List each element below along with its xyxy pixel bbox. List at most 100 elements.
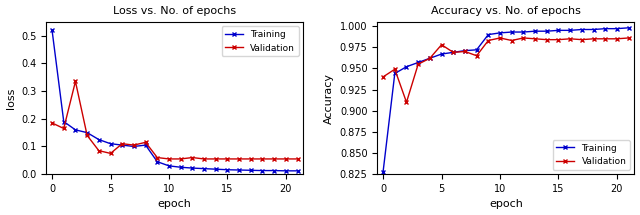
Validation [566, 38, 574, 40]
Training [236, 169, 243, 171]
Validation [60, 127, 68, 130]
Validation [282, 158, 290, 160]
Validation [625, 37, 632, 39]
Training [141, 144, 149, 146]
Line: Training: Training [50, 28, 300, 173]
Validation [223, 158, 231, 160]
Validation [613, 38, 621, 40]
Training [177, 166, 184, 169]
Y-axis label: Accuracy: Accuracy [324, 72, 334, 124]
Training [83, 131, 91, 134]
Training [391, 72, 399, 75]
Validation [461, 50, 468, 53]
Validation [589, 38, 597, 40]
Validation [414, 63, 422, 66]
Training [403, 65, 410, 68]
Validation [165, 158, 173, 160]
Validation [189, 156, 196, 159]
X-axis label: epoch: epoch [158, 200, 192, 209]
Training [602, 27, 609, 30]
Training [426, 57, 434, 60]
Training [60, 120, 68, 123]
Training [520, 31, 527, 33]
Validation [270, 158, 278, 160]
Training [130, 145, 138, 148]
Training [543, 30, 550, 32]
Validation [531, 38, 539, 40]
Validation [520, 37, 527, 39]
Validation [48, 122, 56, 124]
Validation [543, 38, 550, 41]
Validation [403, 101, 410, 104]
Line: Validation: Validation [381, 35, 631, 105]
Validation [212, 158, 220, 160]
Line: Training: Training [381, 25, 631, 174]
Training [247, 169, 255, 172]
Validation [83, 134, 91, 137]
Training [270, 169, 278, 172]
Training [625, 26, 632, 29]
Validation [496, 37, 504, 39]
Training [449, 51, 457, 54]
Validation [107, 152, 115, 155]
Validation [508, 39, 516, 42]
Training [282, 170, 290, 172]
Y-axis label: loss: loss [6, 87, 15, 109]
Training [566, 29, 574, 32]
Training [259, 169, 266, 172]
Training [294, 170, 301, 172]
Training [154, 160, 161, 163]
Validation [259, 158, 266, 160]
Validation [72, 80, 79, 83]
Training [380, 170, 387, 173]
Validation [555, 38, 563, 41]
Training [589, 28, 597, 31]
Validation [391, 68, 399, 71]
Legend: Training, Validation: Training, Validation [221, 26, 299, 56]
Validation [438, 43, 445, 46]
Validation [578, 38, 586, 41]
X-axis label: epoch: epoch [489, 200, 523, 209]
Training [212, 168, 220, 170]
Training [189, 167, 196, 169]
Validation [130, 144, 138, 146]
Training [613, 27, 621, 30]
Training [223, 168, 231, 171]
Validation [118, 142, 126, 145]
Validation [141, 141, 149, 144]
Training [95, 138, 102, 141]
Training [438, 53, 445, 55]
Training [48, 29, 56, 31]
Training [200, 167, 208, 170]
Title: Accuracy vs. No. of epochs: Accuracy vs. No. of epochs [431, 6, 580, 15]
Validation [484, 39, 492, 42]
Training [165, 164, 173, 167]
Training [473, 49, 481, 51]
Training [118, 144, 126, 146]
Training [578, 28, 586, 31]
Training [72, 129, 79, 131]
Validation [449, 51, 457, 54]
Validation [154, 156, 161, 159]
Validation [177, 158, 184, 160]
Training [508, 31, 516, 33]
Validation [473, 54, 481, 57]
Training [461, 49, 468, 52]
Legend: Training, Validation: Training, Validation [552, 140, 630, 170]
Validation [602, 38, 609, 40]
Training [484, 33, 492, 36]
Validation [380, 76, 387, 78]
Validation [200, 158, 208, 160]
Title: Loss vs. No. of epochs: Loss vs. No. of epochs [113, 6, 236, 15]
Validation [294, 158, 301, 160]
Training [531, 30, 539, 32]
Training [107, 142, 115, 145]
Validation [236, 158, 243, 160]
Validation [95, 149, 102, 152]
Validation [247, 158, 255, 160]
Training [496, 32, 504, 34]
Training [414, 61, 422, 64]
Line: Validation: Validation [50, 79, 300, 161]
Training [555, 29, 563, 32]
Validation [426, 57, 434, 60]
